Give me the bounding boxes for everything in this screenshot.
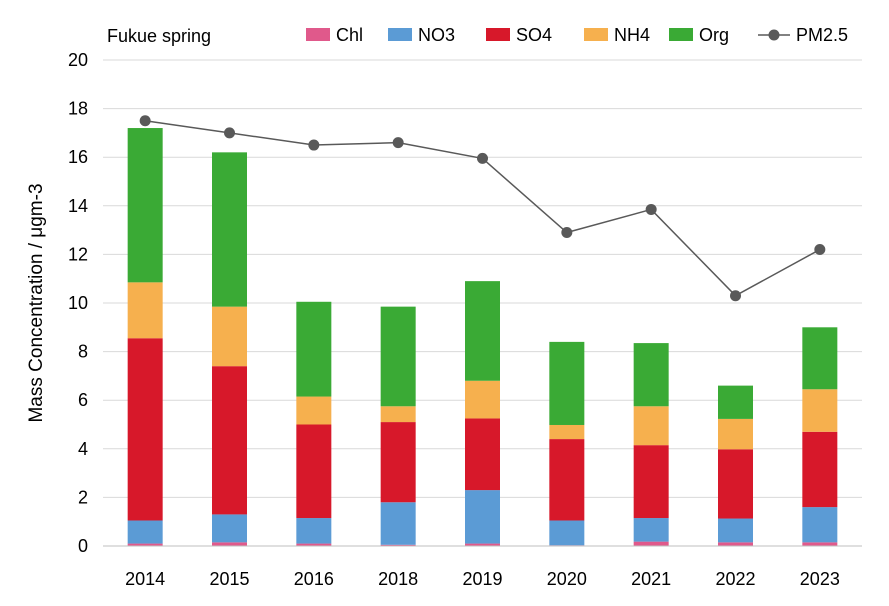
bar-so4-2018 — [380, 422, 416, 503]
legend-marker-pm25 — [768, 29, 780, 41]
bars — [127, 128, 838, 546]
bar-no3-2019 — [465, 490, 500, 544]
bar-chl-2016 — [296, 543, 332, 546]
bar-org-2020 — [549, 341, 585, 425]
bar-so4-2020 — [549, 439, 585, 521]
x-tick-label: 2015 — [209, 569, 249, 589]
x-tick-label: 2018 — [378, 569, 418, 589]
bar-chl-2018 — [380, 544, 416, 546]
legend-label-pm25: PM2.5 — [796, 25, 848, 45]
bar-no3-2021 — [633, 518, 669, 542]
pm25-point-2020 — [561, 227, 573, 239]
y-tick-label: 16 — [68, 147, 88, 167]
legend: Chl NO3 SO4 NH4 Org PM2.5 — [306, 25, 848, 45]
x-tick-label: 2023 — [800, 569, 840, 589]
x-tick-label: 2014 — [125, 569, 165, 589]
pm25-point-2022 — [730, 290, 741, 302]
bar-no3-2020 — [549, 520, 585, 546]
x-tick-label: 2020 — [547, 569, 587, 589]
bar-org-2022 — [718, 385, 753, 419]
bar-chl-2021 — [633, 541, 669, 546]
bar-nh4-2018 — [380, 406, 416, 423]
bar-chl-2019 — [465, 543, 500, 546]
bar-chl-2022 — [718, 542, 753, 546]
bar-chl-2014 — [127, 543, 163, 546]
y-tick-label: 0 — [78, 536, 88, 556]
bar-org-2023 — [802, 327, 838, 390]
bar-org-2015 — [212, 152, 247, 307]
bar-nh4-2021 — [633, 406, 669, 446]
y-tick-label: 18 — [68, 99, 88, 119]
legend-swatch-so4 — [486, 28, 510, 41]
bar-nh4-2020 — [549, 424, 585, 440]
bar-org-2018 — [380, 306, 416, 407]
bar-org-2016 — [296, 301, 332, 397]
x-tick-label: 2016 — [294, 569, 334, 589]
x-tick-label: 2019 — [462, 569, 502, 589]
bar-chl-2023 — [802, 542, 838, 546]
y-tick-label: 8 — [78, 342, 88, 362]
legend-label-no3: NO3 — [418, 25, 455, 45]
bar-so4-2015 — [212, 366, 247, 515]
legend-label-so4: SO4 — [516, 25, 552, 45]
x-tick-label: 2022 — [715, 569, 755, 589]
bar-org-2021 — [633, 343, 669, 407]
x-tick-label: 2021 — [631, 569, 671, 589]
bar-so4-2019 — [465, 418, 500, 491]
legend-label-nh4: NH4 — [614, 25, 650, 45]
bar-nh4-2015 — [212, 306, 247, 367]
bar-no3-2023 — [802, 507, 838, 543]
legend-label-org: Org — [699, 25, 729, 45]
bar-so4-2021 — [633, 445, 669, 519]
pm25-point-2021 — [645, 203, 657, 215]
pm25-point-2016 — [308, 139, 320, 151]
bar-so4-2016 — [296, 424, 332, 519]
bar-nh4-2022 — [718, 418, 753, 450]
bar-nh4-2014 — [127, 282, 163, 339]
pm25-point-2014 — [139, 115, 151, 127]
y-tick-label: 14 — [68, 196, 88, 216]
y-tick-label: 20 — [68, 50, 88, 70]
bar-no3-2015 — [212, 514, 247, 543]
pm25-point-2015 — [224, 127, 235, 139]
y-tick-label: 2 — [78, 487, 88, 507]
pm25-point-2018 — [392, 137, 404, 149]
bar-nh4-2016 — [296, 396, 332, 425]
legend-swatch-nh4 — [584, 28, 608, 41]
axes: 0 2 4 6 8 10 12 14 16 18 20 2014 2015 2016 2018 2019 202… — [68, 50, 862, 589]
y-tick-label: 4 — [78, 439, 88, 459]
bar-so4-2014 — [127, 338, 163, 521]
bar-no3-2018 — [380, 502, 416, 545]
bar-nh4-2019 — [465, 380, 500, 419]
y-tick-label: 10 — [68, 293, 88, 313]
bar-chl-2015 — [212, 542, 247, 546]
bar-no3-2016 — [296, 518, 332, 544]
legend-swatch-no3 — [388, 28, 412, 41]
pm25-point-2019 — [477, 152, 488, 164]
bar-no3-2022 — [718, 518, 753, 543]
pm25-line — [139, 115, 826, 302]
bar-nh4-2023 — [802, 389, 838, 432]
bar-org-2014 — [127, 128, 163, 283]
bar-org-2019 — [465, 281, 500, 381]
pm25-point-2023 — [814, 244, 826, 256]
bar-no3-2014 — [127, 520, 163, 544]
y-tick-label: 6 — [78, 390, 88, 410]
legend-swatch-chl — [306, 28, 330, 41]
bar-so4-2022 — [718, 449, 753, 519]
bar-so4-2023 — [802, 431, 838, 508]
legend-swatch-org — [669, 28, 693, 41]
chart-title: Fukue spring — [107, 26, 211, 46]
legend-label-chl: Chl — [336, 25, 363, 45]
y-axis-title: Mass Concentration / μgm-3 — [26, 183, 47, 422]
y-tick-label: 12 — [68, 244, 88, 264]
